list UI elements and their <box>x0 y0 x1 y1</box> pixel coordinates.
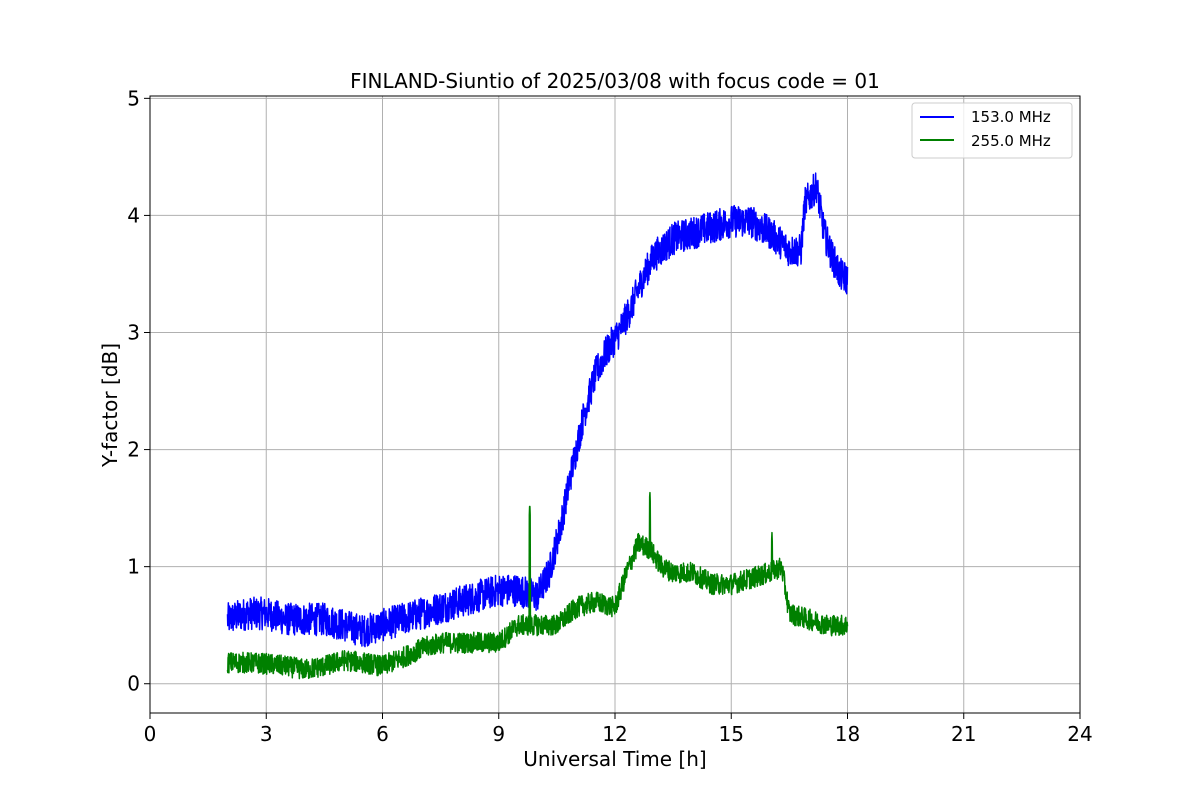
x-tick-label: 6 <box>376 722 389 746</box>
x-axis-label: Universal Time [h] <box>523 747 706 771</box>
series-line-255-0 <box>226 491 849 680</box>
x-tick-label: 18 <box>835 722 860 746</box>
x-tick-label: 12 <box>602 722 627 746</box>
series-line-153-0 <box>226 172 849 648</box>
x-tick-label: 3 <box>260 722 273 746</box>
y-tick-label: 3 <box>127 320 140 344</box>
legend: 153.0 MHz 255.0 MHz <box>911 102 1073 159</box>
x-tick-label: 15 <box>719 722 744 746</box>
y-tick-label: 1 <box>127 555 140 579</box>
x-tick-label: 24 <box>1067 722 1092 746</box>
y-tick-label: 4 <box>127 203 140 227</box>
legend-label-255: 255.0 MHz <box>971 132 1051 150</box>
x-tick-label: 21 <box>951 722 976 746</box>
y-tick-label: 5 <box>127 86 140 110</box>
chart-title: FINLAND-Siuntio of 2025/03/08 with focus… <box>350 69 880 93</box>
y-axis-label: Y-factor [dB] <box>98 343 122 468</box>
series-layer <box>226 172 849 680</box>
x-tick-label: 0 <box>144 722 157 746</box>
y-tick-label: 0 <box>127 672 140 696</box>
legend-label-153: 153.0 MHz <box>971 108 1051 126</box>
x-tick-label: 9 <box>492 722 505 746</box>
y-tick-label: 2 <box>127 438 140 462</box>
